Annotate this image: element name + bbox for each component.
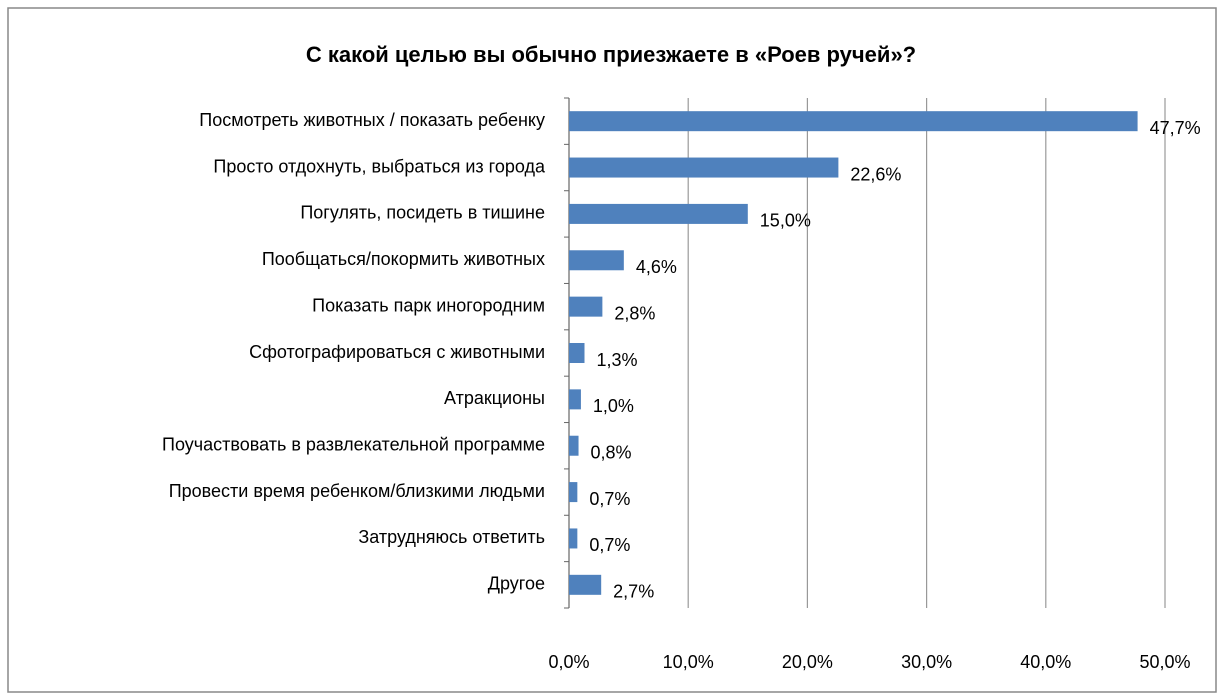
x-tick-label: 50,0%	[1139, 652, 1190, 672]
data-label: 47,7%	[1150, 118, 1201, 138]
y-tick-label: Сфотографироваться с животными	[249, 342, 545, 362]
y-tick-label: Провести время ребенком/близкими людьми	[169, 481, 545, 501]
bar	[569, 435, 579, 456]
x-tick-label: 0,0%	[548, 652, 589, 672]
data-label: 1,0%	[593, 396, 634, 416]
y-tick-label: Погулять, посидеть в тишине	[300, 203, 545, 223]
data-label: 1,3%	[596, 350, 637, 370]
y-tick-label: Другое	[488, 574, 545, 594]
bar	[569, 343, 585, 363]
x-tick-label: 40,0%	[1020, 652, 1071, 672]
y-tick-label: Пообщаться/покормить животных	[262, 249, 545, 269]
data-label: 0,8%	[591, 442, 632, 462]
data-label: 4,6%	[636, 257, 677, 277]
y-tick-label: Атракционы	[444, 388, 545, 408]
x-tick-label: 20,0%	[782, 652, 833, 672]
bar	[569, 528, 578, 549]
chart-title: С какой целью вы обычно приезжаете в «Ро…	[306, 42, 916, 67]
y-tick-label: Поучаствовать в развлекательной программ…	[162, 434, 545, 454]
bar	[569, 574, 602, 595]
data-label: 0,7%	[589, 489, 630, 509]
y-tick-label: Просто отдохнуть, выбраться из города	[213, 156, 546, 176]
data-label: 0,7%	[589, 535, 630, 555]
y-tick-label: Затрудняюсь ответить	[358, 527, 545, 547]
bar	[569, 389, 581, 410]
data-label: 2,8%	[614, 303, 655, 323]
data-label: 15,0%	[760, 211, 811, 231]
data-label: 2,7%	[613, 582, 654, 602]
bar	[569, 296, 603, 317]
y-tick-label: Посмотреть животных / показать ребенку	[199, 110, 545, 130]
y-tick-label: Показать парк иногородним	[312, 295, 545, 315]
bar	[569, 482, 578, 503]
x-tick-label: 10,0%	[663, 652, 714, 672]
bar	[569, 157, 839, 178]
data-label: 22,6%	[850, 164, 901, 184]
bar	[569, 250, 624, 271]
x-tick-label: 30,0%	[901, 652, 952, 672]
bar	[569, 111, 1138, 132]
bar	[569, 203, 748, 224]
